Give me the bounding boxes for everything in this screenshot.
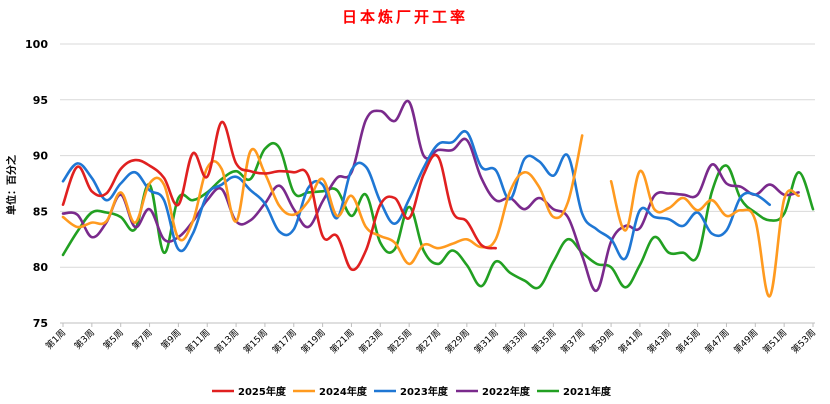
series-line-1 bbox=[61, 120, 497, 272]
series-line-5 bbox=[61, 141, 815, 290]
x-tick-label: 第23周 bbox=[356, 327, 385, 356]
x-tick-label: 第51周 bbox=[760, 327, 789, 356]
y-tick-label: 100 bbox=[25, 38, 48, 51]
x-tick-label: 第19周 bbox=[298, 327, 327, 356]
legend-item: 2021年度 bbox=[537, 385, 612, 398]
y-tick-label: 90 bbox=[33, 150, 49, 163]
legend-item: 2025年度 bbox=[212, 385, 287, 398]
y-tick-label: 95 bbox=[33, 94, 48, 107]
series-line-2 bbox=[61, 134, 800, 298]
legend-label: 2021年度 bbox=[563, 385, 612, 398]
x-tick-label: 第45周 bbox=[673, 327, 702, 356]
x-axis-ticks: 第1周 第3周 第5周 第7周 第9周 第11周 第13周 第15周 第17周 第19周 第21周第… bbox=[43, 323, 818, 356]
series-lines bbox=[61, 99, 815, 298]
legend-item: 2023年度 bbox=[374, 385, 449, 398]
x-tick-label: 第37周 bbox=[558, 327, 587, 356]
y-axis-label: 单位：百分之 bbox=[5, 155, 18, 215]
y-tick-label: 80 bbox=[33, 261, 49, 274]
legend-label: 2024年度 bbox=[319, 385, 368, 398]
x-tick-label: 第47周 bbox=[702, 327, 731, 356]
legend-item: 2022年度 bbox=[456, 385, 531, 398]
x-tick-label: 第17周 bbox=[270, 327, 299, 356]
x-tick-label: 第43周 bbox=[645, 327, 674, 356]
x-tick-label: 第25周 bbox=[385, 327, 414, 356]
x-tick-label: 第15周 bbox=[241, 327, 270, 356]
x-tick-label: 第7周 bbox=[129, 327, 154, 352]
x-tick-label: 第11周 bbox=[183, 327, 212, 356]
x-tick-label: 第13周 bbox=[212, 327, 241, 356]
legend-label: 2023年度 bbox=[400, 385, 449, 398]
y-tick-label: 85 bbox=[33, 205, 48, 218]
x-tick-label: 第33周 bbox=[500, 327, 529, 356]
series-line-3 bbox=[61, 129, 771, 261]
chart-title: 日本炼厂开工率 bbox=[342, 8, 468, 26]
x-tick-label: 第39周 bbox=[587, 327, 616, 356]
x-tick-label: 第27周 bbox=[414, 327, 443, 356]
x-tick-label: 第31周 bbox=[472, 327, 501, 356]
x-tick-label: 第35周 bbox=[529, 327, 558, 356]
legend-label: 2022年度 bbox=[482, 385, 531, 398]
x-tick-label: 第53周 bbox=[789, 327, 818, 356]
x-tick-label: 第5周 bbox=[101, 327, 126, 352]
y-axis-ticks: 75 80 85 90 95 100 bbox=[25, 38, 48, 330]
x-tick-label: 第29周 bbox=[443, 327, 472, 356]
x-tick-label: 第3周 bbox=[72, 327, 97, 352]
x-tick-label: 第41周 bbox=[616, 327, 645, 356]
y-tick-label: 75 bbox=[33, 317, 48, 330]
x-tick-label: 第9周 bbox=[158, 327, 183, 352]
x-tick-label: 第1周 bbox=[43, 327, 68, 352]
legend-label: 2025年度 bbox=[238, 385, 287, 398]
x-tick-label: 第21周 bbox=[327, 327, 356, 356]
legend-item: 2024年度 bbox=[293, 385, 368, 398]
legend: 2025年度 2024年度 2023年度 2022年度 2021年度 bbox=[212, 385, 612, 398]
x-tick-label: 第49周 bbox=[731, 327, 760, 356]
